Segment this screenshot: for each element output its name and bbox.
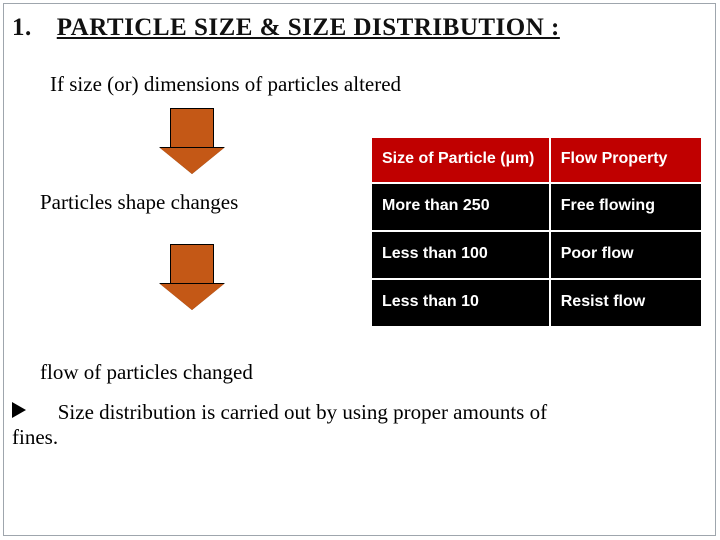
bullet-line2: fines. bbox=[12, 425, 58, 449]
table-cell: Free flowing bbox=[550, 183, 702, 231]
flow-property-table: Size of Particle (µm) Flow Property More… bbox=[370, 136, 703, 328]
bullet-line1: Size distribution is carried out by usin… bbox=[58, 400, 547, 424]
table-cell: Less than 100 bbox=[371, 231, 550, 279]
table-cell: More than 250 bbox=[371, 183, 550, 231]
down-arrow-icon bbox=[170, 108, 214, 168]
triangle-bullet-icon bbox=[12, 402, 26, 418]
down-arrow-icon bbox=[170, 244, 214, 304]
intro-text: If size (or) dimensions of particles alt… bbox=[50, 72, 401, 97]
bullet-leadspace bbox=[42, 400, 58, 424]
table-header-row: Size of Particle (µm) Flow Property bbox=[371, 137, 702, 183]
title-text: PARTICLE SIZE & SIZE DISTRIBUTION : bbox=[57, 14, 560, 41]
title-number: 1. bbox=[12, 14, 32, 41]
table-header: Size of Particle (µm) bbox=[371, 137, 550, 183]
table-cell: Poor flow bbox=[550, 231, 702, 279]
step-shape-changes: Particles shape changes bbox=[40, 190, 238, 215]
table-cell: Less than 10 bbox=[371, 279, 550, 327]
table-row: Less than 10 Resist flow bbox=[371, 279, 702, 327]
table-cell: Resist flow bbox=[550, 279, 702, 327]
slide-title: 1. PARTICLE SIZE & SIZE DISTRIBUTION : bbox=[12, 14, 560, 42]
table-header: Flow Property bbox=[550, 137, 702, 183]
table-row: More than 250 Free flowing bbox=[371, 183, 702, 231]
bullet-note: Size distribution is carried out by usin… bbox=[12, 400, 702, 450]
step-flow-changed: flow of particles changed bbox=[40, 360, 253, 385]
table-row: Less than 100 Poor flow bbox=[371, 231, 702, 279]
